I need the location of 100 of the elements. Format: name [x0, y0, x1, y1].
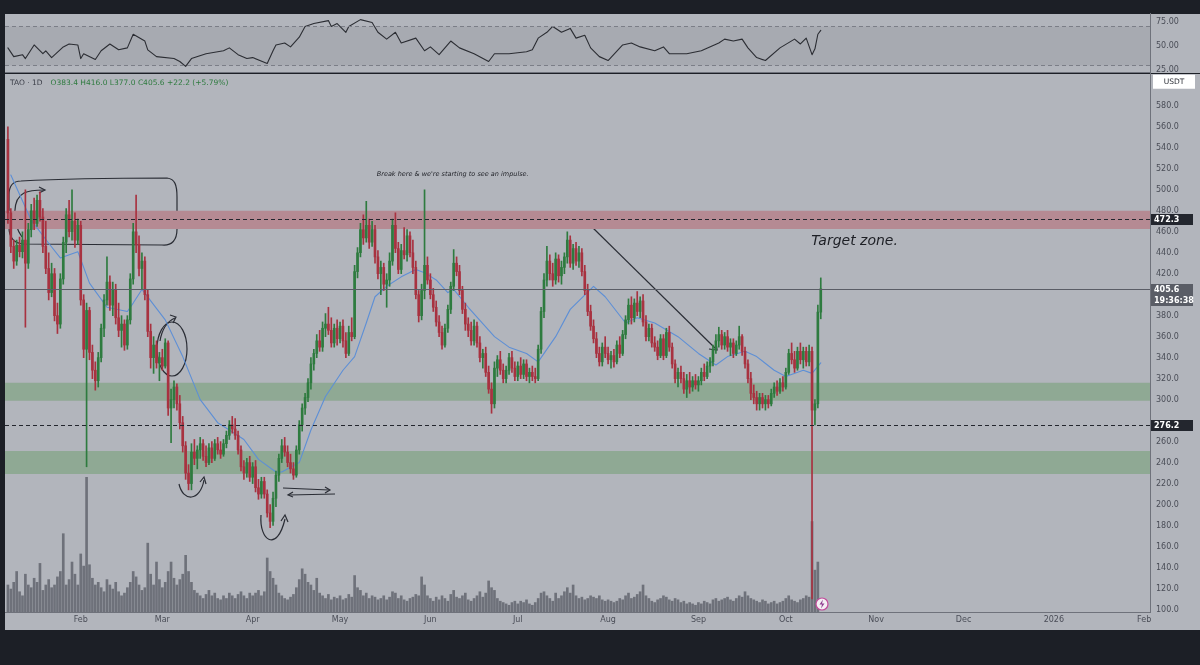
bar	[146, 542, 150, 612]
candlestick	[799, 342, 802, 365]
bar	[265, 557, 269, 612]
candlestick	[688, 372, 691, 394]
bar	[315, 577, 319, 612]
candlestick	[691, 376, 694, 392]
x-tick-label: Jun	[423, 614, 437, 624]
x-tick-label: Aug	[600, 614, 616, 624]
candlestick	[260, 476, 263, 499]
candlestick	[21, 231, 24, 259]
candlestick	[525, 359, 528, 382]
bar	[254, 592, 257, 612]
candlestick	[362, 214, 365, 245]
y-tick-label: 460.0	[1156, 226, 1179, 236]
bar	[420, 576, 423, 612]
candlestick	[350, 317, 354, 342]
candlestick	[190, 443, 193, 491]
y-tick-label: 220.0	[1156, 478, 1179, 488]
bar	[533, 602, 537, 612]
bar	[487, 580, 490, 612]
bar	[114, 581, 118, 612]
bar	[452, 590, 456, 612]
candlestick	[18, 236, 21, 258]
annotation: Target zone.	[811, 232, 898, 249]
candlestick	[531, 365, 534, 382]
y-tick-label: 540.0	[1156, 142, 1179, 152]
bar	[184, 554, 187, 612]
x-tick-label: Feb	[73, 614, 88, 624]
bar	[429, 598, 432, 612]
ref-line-label: 276.2	[1154, 420, 1180, 430]
bar	[554, 592, 557, 612]
candlestick	[318, 330, 321, 352]
x-tick-label: Dec	[955, 614, 972, 624]
candlestick	[161, 348, 164, 371]
candlestick	[152, 336, 155, 374]
bar	[563, 591, 566, 612]
bar	[525, 599, 528, 612]
candlestick	[729, 338, 732, 356]
bar	[353, 575, 356, 612]
candlestick	[726, 330, 729, 352]
bar	[155, 561, 158, 612]
bar	[289, 596, 292, 612]
y-tick-label: 25.00	[1156, 65, 1179, 75]
y-tick-label: 520.0	[1156, 163, 1179, 173]
candlestick	[50, 262, 53, 298]
candlestick	[656, 340, 659, 361]
candlestick	[758, 392, 761, 411]
candlestick	[123, 319, 126, 351]
y-tick-label: 300.0	[1156, 394, 1179, 404]
candlestick	[764, 395, 767, 411]
candlestick	[15, 239, 18, 266]
ref-line-label: 472.3	[1154, 214, 1180, 224]
y-tick-label: 260.0	[1156, 436, 1179, 446]
candlestick	[155, 340, 158, 369]
candlestick	[796, 346, 799, 371]
candlestick	[694, 374, 697, 390]
candlestick	[761, 392, 764, 409]
y-tick-label: 160.0	[1156, 541, 1179, 551]
y-tick-label: 440.0	[1156, 247, 1179, 257]
y-tick-label: 340.0	[1156, 352, 1179, 362]
x-tick-label: Mar	[154, 614, 171, 624]
bar	[498, 600, 502, 612]
x-tick-label: Oct	[778, 614, 793, 624]
y-tick-label: 140.0	[1156, 562, 1179, 572]
candlestick	[519, 357, 523, 379]
bar	[531, 604, 534, 612]
y-tick-label: 240.0	[1156, 457, 1179, 467]
y-tick-label: 560.0	[1156, 121, 1179, 131]
candlestick	[533, 367, 537, 384]
candlestick	[662, 334, 665, 361]
candlestick	[557, 254, 560, 283]
y-tick-label: 480.0	[1156, 205, 1179, 215]
bar	[528, 603, 531, 612]
y-tick-label: 120.0	[1156, 583, 1179, 593]
candlestick	[665, 327, 668, 358]
x-tick-label: Jul	[511, 614, 523, 624]
bar	[327, 594, 330, 612]
candlestick	[251, 462, 254, 484]
y-tick-label: 100.0	[1156, 604, 1179, 614]
ref-line-label: 405.6 19:36:38	[1154, 284, 1195, 305]
bar	[734, 598, 738, 612]
bar	[394, 592, 397, 612]
y-tick-label: 75.00	[1156, 16, 1179, 26]
candlestick	[193, 439, 196, 465]
bar	[464, 592, 467, 612]
x-tick-label: Sep	[690, 614, 706, 624]
candlestick	[528, 367, 531, 384]
bar	[764, 600, 767, 612]
candlestick	[216, 437, 220, 455]
bar	[449, 594, 453, 612]
x-tick-label: Apr	[245, 614, 261, 624]
y-tick-label: 500.0	[1156, 184, 1179, 194]
candlestick	[85, 302, 88, 468]
bar	[493, 590, 496, 612]
bar	[79, 553, 83, 612]
x-tick-label: Nov	[868, 614, 885, 624]
bar	[694, 604, 697, 612]
y-tick-label: 180.0	[1156, 520, 1179, 530]
candlestick	[522, 359, 525, 379]
candlestick	[723, 332, 726, 350]
